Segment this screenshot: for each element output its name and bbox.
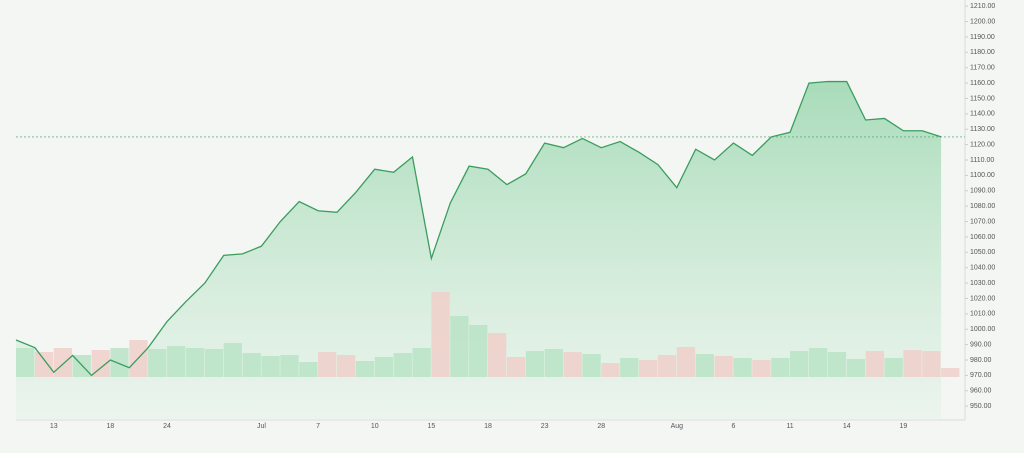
y-tick-label: 950.00 bbox=[970, 403, 992, 410]
y-tick-label: 1200.00 bbox=[970, 18, 995, 25]
volume-bar bbox=[469, 325, 488, 377]
volume-bar bbox=[525, 351, 545, 377]
volume-bar bbox=[657, 355, 677, 377]
volume-bar bbox=[827, 352, 847, 377]
volume-bar bbox=[393, 353, 412, 377]
volume-bar bbox=[884, 358, 903, 377]
volume-bar bbox=[431, 292, 450, 377]
y-tick-label: 1010.00 bbox=[970, 311, 995, 318]
volume-bar bbox=[280, 355, 299, 377]
x-tick-label: 28 bbox=[597, 423, 605, 430]
x-tick-label: 11 bbox=[786, 423, 793, 430]
volume-bar bbox=[242, 353, 261, 377]
y-tick-label: 1030.00 bbox=[970, 280, 995, 287]
volume-bar bbox=[808, 348, 828, 377]
price-line bbox=[15, 80, 942, 377]
volume-bar bbox=[91, 350, 110, 377]
volume-bar bbox=[771, 358, 790, 377]
volume-bar bbox=[601, 363, 620, 377]
volume-bar bbox=[204, 349, 224, 377]
y-tick-label: 1190.00 bbox=[970, 34, 995, 41]
x-tick-label: 13 bbox=[50, 423, 58, 430]
y-tick-label: 1170.00 bbox=[970, 65, 995, 72]
x-tick-label: 18 bbox=[107, 423, 115, 430]
x-tick-label: 18 bbox=[484, 423, 492, 430]
volume-bar bbox=[336, 355, 356, 377]
x-tick-label: 7 bbox=[316, 423, 320, 430]
volume-bar bbox=[34, 352, 54, 377]
volume-bar bbox=[53, 348, 73, 377]
volume-bar bbox=[355, 361, 375, 377]
volume-bar bbox=[846, 359, 865, 377]
volume-bar bbox=[695, 354, 714, 377]
y-tick-label: 1210.00 bbox=[970, 3, 995, 10]
volume-bar bbox=[223, 343, 242, 377]
x-tick-label: 19 bbox=[899, 423, 907, 430]
x-tick-label: Jul bbox=[257, 423, 266, 430]
volume-bar bbox=[261, 356, 280, 377]
volume-bar bbox=[563, 352, 582, 377]
volume-bar bbox=[148, 349, 167, 377]
y-tick-label: 1110.00 bbox=[970, 157, 994, 164]
y-tick-label: 1140.00 bbox=[970, 111, 995, 118]
y-tick-label: 970.00 bbox=[970, 372, 992, 379]
y-tick-label: 1080.00 bbox=[970, 203, 995, 210]
volume-bar bbox=[167, 346, 186, 377]
y-tick-label: 1050.00 bbox=[970, 249, 995, 256]
volume-bar bbox=[941, 368, 960, 377]
y-tick-label: 1120.00 bbox=[970, 141, 995, 148]
volume-bar bbox=[374, 357, 393, 377]
y-tick-label: 960.00 bbox=[970, 388, 992, 395]
y-tick-label: 1000.00 bbox=[970, 326, 995, 333]
volume-bar bbox=[488, 333, 507, 377]
x-tick-label: 10 bbox=[371, 423, 379, 430]
volume-bar bbox=[299, 362, 318, 377]
x-tick-label: 24 bbox=[163, 423, 171, 430]
y-tick-label: 1180.00 bbox=[970, 49, 995, 56]
volume-bar bbox=[185, 348, 205, 377]
y-tick-label: 1150.00 bbox=[970, 95, 995, 102]
x-tick-label: Aug bbox=[671, 423, 684, 430]
volume-bar bbox=[903, 350, 922, 377]
y-tick-label: 1100.00 bbox=[970, 172, 995, 179]
volume-bar bbox=[506, 357, 526, 377]
x-tick-label: 6 bbox=[731, 423, 735, 430]
volume-bar bbox=[620, 358, 639, 377]
volume-bar bbox=[110, 348, 129, 377]
volume-bar bbox=[752, 360, 771, 377]
volume-bar bbox=[714, 356, 733, 377]
volume-bar bbox=[412, 348, 431, 377]
volume-bar bbox=[922, 351, 941, 377]
volume-bar bbox=[733, 358, 752, 377]
x-tick-label: 15 bbox=[427, 423, 435, 430]
x-tick-label: 14 bbox=[843, 423, 851, 430]
volume-bar bbox=[582, 354, 601, 377]
volume-bar bbox=[450, 316, 469, 377]
y-tick-label: 1040.00 bbox=[970, 265, 995, 272]
y-tick-label: 1160.00 bbox=[970, 80, 995, 87]
y-tick-label: 1070.00 bbox=[970, 218, 995, 225]
volume-bar bbox=[544, 349, 563, 377]
y-tick-label: 1090.00 bbox=[970, 188, 995, 195]
volume-bar bbox=[16, 348, 35, 377]
y-tick-label: 1020.00 bbox=[970, 295, 995, 302]
price-area bbox=[16, 81, 942, 421]
y-tick-label: 980.00 bbox=[970, 357, 992, 364]
y-tick-label: 990.00 bbox=[970, 341, 992, 348]
y-tick-label: 1130.00 bbox=[970, 126, 995, 133]
x-tick-label: 23 bbox=[541, 423, 549, 430]
volume-bar bbox=[318, 352, 337, 377]
volume-bar bbox=[790, 351, 809, 377]
volume-bar bbox=[676, 347, 696, 377]
y-tick-label: 1060.00 bbox=[970, 234, 995, 241]
volume-bar bbox=[639, 360, 658, 377]
volume-bar bbox=[865, 351, 884, 377]
